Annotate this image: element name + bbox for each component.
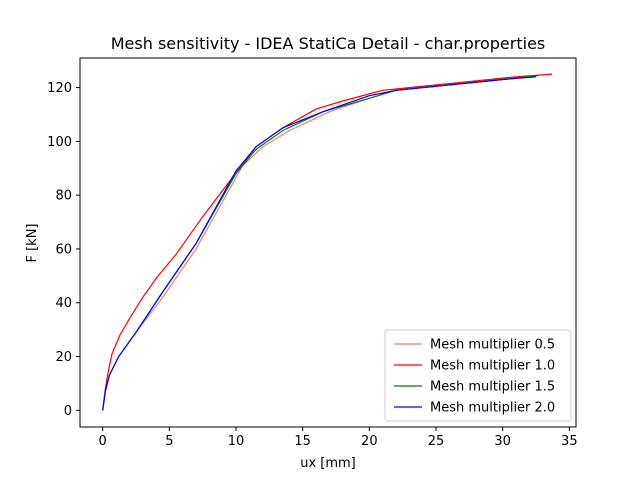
series-line-4: [102, 76, 537, 411]
x-tick-label: 5: [165, 434, 173, 449]
x-axis-title: ux [mm]: [300, 456, 356, 471]
legend-box: [384, 329, 572, 422]
y-tick-label: 80: [55, 189, 72, 204]
y-tick-label: 120: [47, 81, 72, 96]
y-tick-label: 40: [55, 296, 72, 311]
legend-label: Mesh multiplier 1.0: [430, 359, 555, 374]
x-tick-label: 35: [561, 434, 578, 449]
chart-title: Mesh sensitivity - IDEA StatiCa Detail -…: [111, 34, 546, 53]
series-line-2: [102, 73, 553, 411]
x-tick-label: 0: [99, 434, 107, 449]
x-axis: 0 5 10 15 20 25 30 35: [99, 427, 578, 449]
legend: Mesh multiplier 0.5 Mesh multiplier 1.0 Me…: [384, 329, 572, 422]
legend-label: Mesh multiplier 0.5: [430, 338, 555, 353]
x-tick-label: 20: [361, 434, 378, 449]
legend-label: Mesh multiplier 1.5: [430, 380, 555, 395]
y-axis: 0 20 40 60 80 100 120: [47, 81, 80, 419]
x-tick-label: 25: [428, 434, 445, 449]
y-tick-label: 20: [55, 350, 72, 365]
x-tick-label: 10: [228, 434, 245, 449]
plot-lines: [102, 73, 553, 411]
y-tick-label: 0: [64, 404, 72, 419]
y-axis-title: F [kN]: [25, 223, 40, 262]
y-tick-label: 100: [47, 135, 72, 150]
x-tick-label: 15: [294, 434, 311, 449]
legend-label: Mesh multiplier 2.0: [430, 401, 555, 416]
x-tick-label: 30: [494, 434, 511, 449]
plot-frame: [79, 57, 577, 428]
y-tick-label: 60: [55, 242, 72, 257]
